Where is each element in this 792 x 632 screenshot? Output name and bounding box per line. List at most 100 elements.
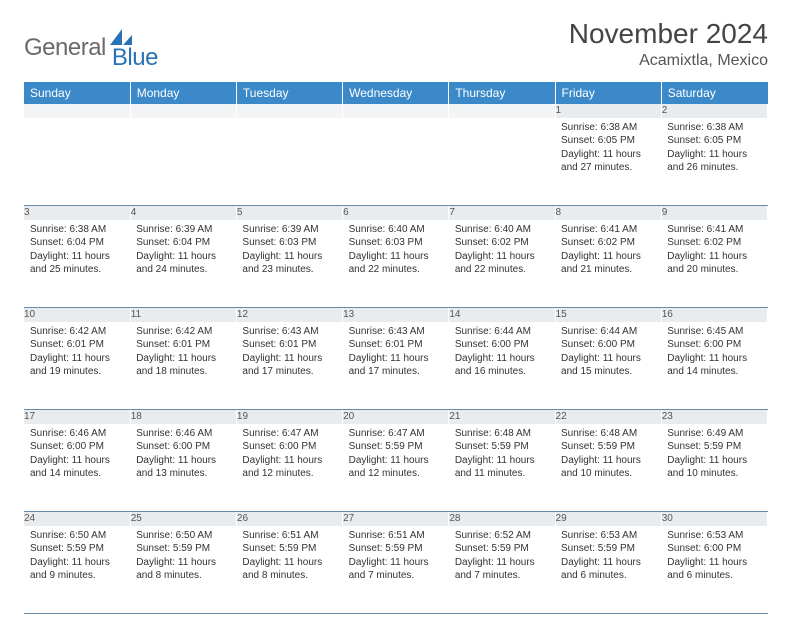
day-cell: Sunrise: 6:41 AMSunset: 6:02 PMDaylight:… (555, 220, 661, 308)
daylight-text: Daylight: 11 hours and 12 minutes. (242, 454, 336, 481)
day-cell: Sunrise: 6:47 AMSunset: 6:00 PMDaylight:… (236, 424, 342, 512)
week-content-row: Sunrise: 6:50 AMSunset: 5:59 PMDaylight:… (24, 526, 768, 614)
sunrise-text: Sunrise: 6:42 AM (30, 325, 124, 339)
sunset-text: Sunset: 5:59 PM (349, 542, 443, 556)
day-number: 11 (130, 308, 236, 322)
day-number: 7 (449, 206, 555, 220)
daylight-text: Daylight: 11 hours and 23 minutes. (242, 250, 336, 277)
day-number: 26 (236, 512, 342, 526)
sunset-text: Sunset: 6:00 PM (455, 338, 549, 352)
day-number: 19 (236, 410, 342, 424)
sunset-text: Sunset: 6:01 PM (349, 338, 443, 352)
sunrise-text: Sunrise: 6:38 AM (561, 121, 655, 135)
sunset-text: Sunset: 6:00 PM (561, 338, 655, 352)
day-cell: Sunrise: 6:46 AMSunset: 6:00 PMDaylight:… (130, 424, 236, 512)
day-cell (130, 118, 236, 206)
sunset-text: Sunset: 6:02 PM (667, 236, 761, 250)
day-number-row: 24252627282930 (24, 512, 768, 526)
daylight-text: Daylight: 11 hours and 19 minutes. (30, 352, 124, 379)
day-number: 29 (555, 512, 661, 526)
day-cell: Sunrise: 6:41 AMSunset: 6:02 PMDaylight:… (661, 220, 767, 308)
day-number (343, 104, 449, 118)
day-cell: Sunrise: 6:51 AMSunset: 5:59 PMDaylight:… (343, 526, 449, 614)
sunset-text: Sunset: 6:01 PM (242, 338, 336, 352)
sunset-text: Sunset: 6:03 PM (349, 236, 443, 250)
day-number: 24 (24, 512, 130, 526)
day-cell: Sunrise: 6:45 AMSunset: 6:00 PMDaylight:… (661, 322, 767, 410)
sunset-text: Sunset: 5:59 PM (30, 542, 124, 556)
daylight-text: Daylight: 11 hours and 17 minutes. (242, 352, 336, 379)
day-cell: Sunrise: 6:48 AMSunset: 5:59 PMDaylight:… (449, 424, 555, 512)
day-number: 3 (24, 206, 130, 220)
logo-text-blue: Blue (112, 44, 158, 72)
sunrise-text: Sunrise: 6:47 AM (349, 427, 443, 441)
sunrise-text: Sunrise: 6:50 AM (30, 529, 124, 543)
sunset-text: Sunset: 6:00 PM (667, 338, 761, 352)
sunset-text: Sunset: 5:59 PM (242, 542, 336, 556)
weekday-header: Friday (555, 82, 661, 104)
day-cell: Sunrise: 6:40 AMSunset: 6:02 PMDaylight:… (449, 220, 555, 308)
sunset-text: Sunset: 6:04 PM (136, 236, 230, 250)
sunrise-text: Sunrise: 6:51 AM (349, 529, 443, 543)
sunset-text: Sunset: 5:59 PM (455, 440, 549, 454)
day-number-row: 12 (24, 104, 768, 118)
day-cell: Sunrise: 6:48 AMSunset: 5:59 PMDaylight:… (555, 424, 661, 512)
sunset-text: Sunset: 5:59 PM (455, 542, 549, 556)
daylight-text: Daylight: 11 hours and 13 minutes. (136, 454, 230, 481)
sunrise-text: Sunrise: 6:41 AM (561, 223, 655, 237)
weekday-header: Sunday (24, 82, 130, 104)
day-number: 23 (661, 410, 767, 424)
week-content-row: Sunrise: 6:38 AMSunset: 6:05 PMDaylight:… (24, 118, 768, 206)
day-number (236, 104, 342, 118)
day-cell: Sunrise: 6:40 AMSunset: 6:03 PMDaylight:… (343, 220, 449, 308)
sunrise-text: Sunrise: 6:46 AM (136, 427, 230, 441)
day-number: 28 (449, 512, 555, 526)
sunrise-text: Sunrise: 6:40 AM (349, 223, 443, 237)
day-cell: Sunrise: 6:46 AMSunset: 6:00 PMDaylight:… (24, 424, 130, 512)
weekday-header: Tuesday (236, 82, 342, 104)
calendar-table: Sunday Monday Tuesday Wednesday Thursday… (24, 82, 768, 614)
daylight-text: Daylight: 11 hours and 7 minutes. (455, 556, 549, 583)
weekday-header-row: Sunday Monday Tuesday Wednesday Thursday… (24, 82, 768, 104)
sunset-text: Sunset: 6:05 PM (561, 134, 655, 148)
sunrise-text: Sunrise: 6:45 AM (667, 325, 761, 339)
day-cell: Sunrise: 6:38 AMSunset: 6:05 PMDaylight:… (661, 118, 767, 206)
day-number: 2 (661, 104, 767, 118)
day-number: 9 (661, 206, 767, 220)
day-cell: Sunrise: 6:39 AMSunset: 6:03 PMDaylight:… (236, 220, 342, 308)
page-title: November 2024 (569, 18, 768, 50)
daylight-text: Daylight: 11 hours and 22 minutes. (349, 250, 443, 277)
daylight-text: Daylight: 11 hours and 25 minutes. (30, 250, 124, 277)
day-number: 21 (449, 410, 555, 424)
day-cell: Sunrise: 6:39 AMSunset: 6:04 PMDaylight:… (130, 220, 236, 308)
daylight-text: Daylight: 11 hours and 26 minutes. (667, 148, 761, 175)
sunset-text: Sunset: 6:02 PM (455, 236, 549, 250)
sunrise-text: Sunrise: 6:42 AM (136, 325, 230, 339)
day-number: 8 (555, 206, 661, 220)
day-number: 4 (130, 206, 236, 220)
daylight-text: Daylight: 11 hours and 11 minutes. (455, 454, 549, 481)
sunset-text: Sunset: 6:05 PM (667, 134, 761, 148)
day-cell: Sunrise: 6:53 AMSunset: 6:00 PMDaylight:… (661, 526, 767, 614)
day-cell: Sunrise: 6:38 AMSunset: 6:04 PMDaylight:… (24, 220, 130, 308)
weekday-header: Thursday (449, 82, 555, 104)
day-number: 16 (661, 308, 767, 322)
sunset-text: Sunset: 6:04 PM (30, 236, 124, 250)
day-cell: Sunrise: 6:42 AMSunset: 6:01 PMDaylight:… (130, 322, 236, 410)
daylight-text: Daylight: 11 hours and 21 minutes. (561, 250, 655, 277)
sunrise-text: Sunrise: 6:39 AM (242, 223, 336, 237)
sunset-text: Sunset: 6:00 PM (667, 542, 761, 556)
day-cell (343, 118, 449, 206)
week-content-row: Sunrise: 6:38 AMSunset: 6:04 PMDaylight:… (24, 220, 768, 308)
sunset-text: Sunset: 6:03 PM (242, 236, 336, 250)
week-content-row: Sunrise: 6:42 AMSunset: 6:01 PMDaylight:… (24, 322, 768, 410)
weekday-header: Saturday (661, 82, 767, 104)
daylight-text: Daylight: 11 hours and 24 minutes. (136, 250, 230, 277)
sunrise-text: Sunrise: 6:41 AM (667, 223, 761, 237)
day-number: 17 (24, 410, 130, 424)
sunset-text: Sunset: 6:00 PM (136, 440, 230, 454)
day-number: 15 (555, 308, 661, 322)
sunset-text: Sunset: 5:59 PM (667, 440, 761, 454)
daylight-text: Daylight: 11 hours and 18 minutes. (136, 352, 230, 379)
daylight-text: Daylight: 11 hours and 27 minutes. (561, 148, 655, 175)
